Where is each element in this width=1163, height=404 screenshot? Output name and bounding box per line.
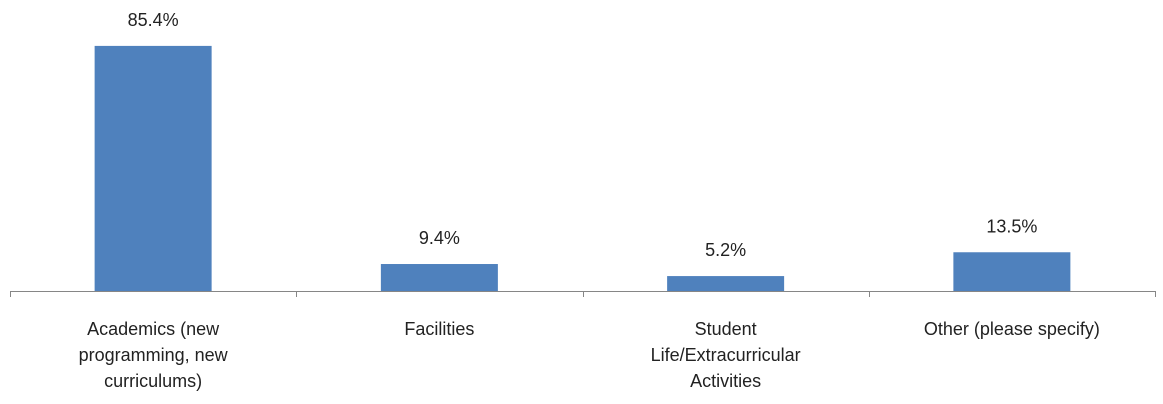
bar bbox=[380, 264, 498, 291]
data-label: 5.2% bbox=[705, 240, 746, 260]
bar bbox=[94, 45, 212, 291]
bar bbox=[953, 252, 1071, 291]
x-tick-label: Academics (new programming, new curricul… bbox=[78, 319, 228, 391]
x-tick-label: Facilities bbox=[404, 319, 475, 339]
x-tick-label: Other (please specify) bbox=[923, 319, 1100, 339]
x-tick-label: Student Life/Extracurricular Activities bbox=[650, 319, 801, 391]
data-label: 85.4% bbox=[128, 10, 179, 30]
data-label: 13.5% bbox=[986, 216, 1037, 236]
data-label: 9.4% bbox=[419, 228, 460, 248]
bar bbox=[667, 276, 785, 291]
